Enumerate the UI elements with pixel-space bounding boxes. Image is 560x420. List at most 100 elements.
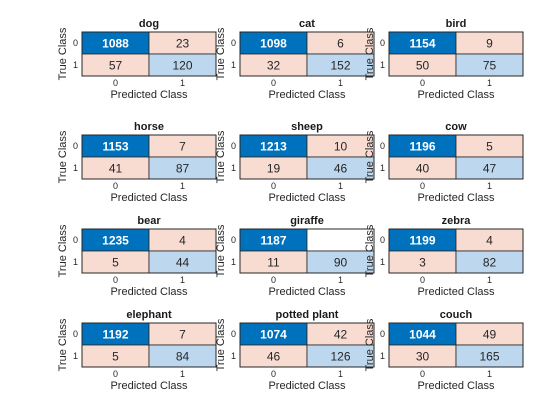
x-tick-label: 0 <box>113 78 118 88</box>
x-tick-label: 1 <box>180 369 185 379</box>
cell-value-label: 1199 <box>409 234 435 248</box>
panel-title: potted plant <box>276 309 339 321</box>
y-tick-label: 1 <box>231 257 236 267</box>
cell-value-label: 1192 <box>102 328 128 342</box>
cell-value-label: 1098 <box>260 37 287 51</box>
y-tick-label: 0 <box>73 141 78 151</box>
panel-title: bird <box>446 18 467 30</box>
matrix-frame <box>81 322 217 368</box>
cell-value-label: 7 <box>179 140 186 154</box>
x-axis-label: Predicted Class <box>417 192 495 204</box>
x-tick-label: 0 <box>271 275 276 285</box>
cell-value-label: 84 <box>176 350 190 364</box>
x-tick-label: 0 <box>271 181 276 191</box>
y-axis-label: True Class <box>215 130 227 183</box>
x-tick-label: 1 <box>487 181 492 191</box>
x-tick-label: 0 <box>113 181 118 191</box>
cell-value-label: 41 <box>109 162 123 176</box>
cell-value-label: 49 <box>483 328 497 342</box>
x-axis-label: Predicted Class <box>110 192 188 204</box>
cell-value-label: 120 <box>172 59 192 73</box>
x-tick-label: 1 <box>180 275 185 285</box>
y-tick-label: 0 <box>73 329 78 339</box>
y-tick-label: 1 <box>231 60 236 70</box>
x-axis-label: Predicted Class <box>110 286 188 298</box>
panel-title: giraffe <box>290 215 324 227</box>
x-tick-label: 1 <box>338 369 343 379</box>
y-tick-label: 0 <box>231 38 236 48</box>
panel-title: cow <box>445 121 467 133</box>
y-axis-label: True Class <box>215 318 227 371</box>
y-axis-label: True Class <box>364 224 376 277</box>
y-axis-label: True Class <box>215 27 227 80</box>
cell-value-label: 3 <box>419 256 426 270</box>
cell-value-label: 82 <box>483 256 497 270</box>
matrix-frame <box>239 134 375 180</box>
matrix-frame <box>239 31 375 77</box>
matrix-frame <box>388 31 524 77</box>
cell-value-label: 42 <box>334 328 348 342</box>
y-tick-label: 1 <box>73 351 78 361</box>
cell-value-label: 11 <box>267 256 280 270</box>
matrix-frame <box>81 228 217 274</box>
matrix-frame <box>81 31 217 77</box>
cell-value-label: 30 <box>416 350 430 364</box>
x-axis-label: Predicted Class <box>268 89 346 101</box>
x-tick-label: 1 <box>338 275 343 285</box>
x-axis-label: Predicted Class <box>417 89 495 101</box>
cell-value-label: 1235 <box>102 234 129 248</box>
y-tick-label: 0 <box>380 235 385 245</box>
x-tick-label: 0 <box>113 369 118 379</box>
cell-value-label: 87 <box>176 162 190 176</box>
cell-value-label: 1153 <box>102 140 128 154</box>
x-tick-label: 1 <box>180 78 185 88</box>
y-tick-label: 0 <box>380 141 385 151</box>
x-tick-label: 0 <box>420 369 425 379</box>
x-tick-label: 1 <box>487 369 492 379</box>
matrix-frame <box>239 322 375 368</box>
y-tick-label: 0 <box>73 38 78 48</box>
cell-value-label: 46 <box>267 350 281 364</box>
y-tick-label: 1 <box>380 163 385 173</box>
matrix-frame <box>388 134 524 180</box>
cell-value-label: 1074 <box>260 328 287 342</box>
y-tick-label: 1 <box>73 163 78 173</box>
x-tick-label: 1 <box>180 181 185 191</box>
cell-value-label: 19 <box>267 162 281 176</box>
matrix-frame <box>388 228 524 274</box>
y-tick-label: 0 <box>380 329 385 339</box>
cell-value-label: 1044 <box>409 328 436 342</box>
y-tick-label: 1 <box>231 351 236 361</box>
cell-value-label: 9 <box>486 37 493 51</box>
panel-title: couch <box>440 309 473 321</box>
cell-value-label: 5 <box>486 140 493 154</box>
cell-value-label: 165 <box>479 350 499 364</box>
panel-title: cat <box>299 18 315 30</box>
x-tick-label: 0 <box>271 78 276 88</box>
panel-title: zebra <box>442 215 472 227</box>
cell-value-label: 44 <box>176 256 190 270</box>
y-tick-label: 1 <box>73 257 78 267</box>
y-tick-label: 1 <box>73 60 78 70</box>
cell-value-label: 1213 <box>260 140 287 154</box>
y-axis-label: True Class <box>57 318 69 371</box>
cell-value-label: 4 <box>486 234 493 248</box>
x-axis-label: Predicted Class <box>110 380 188 392</box>
panel-title: dog <box>139 18 159 30</box>
matrix-frame <box>388 322 524 368</box>
x-axis-label: Predicted Class <box>268 286 346 298</box>
y-axis-label: True Class <box>364 27 376 80</box>
x-tick-label: 0 <box>420 181 425 191</box>
x-tick-label: 0 <box>420 275 425 285</box>
cell-value-label: 57 <box>109 59 123 73</box>
